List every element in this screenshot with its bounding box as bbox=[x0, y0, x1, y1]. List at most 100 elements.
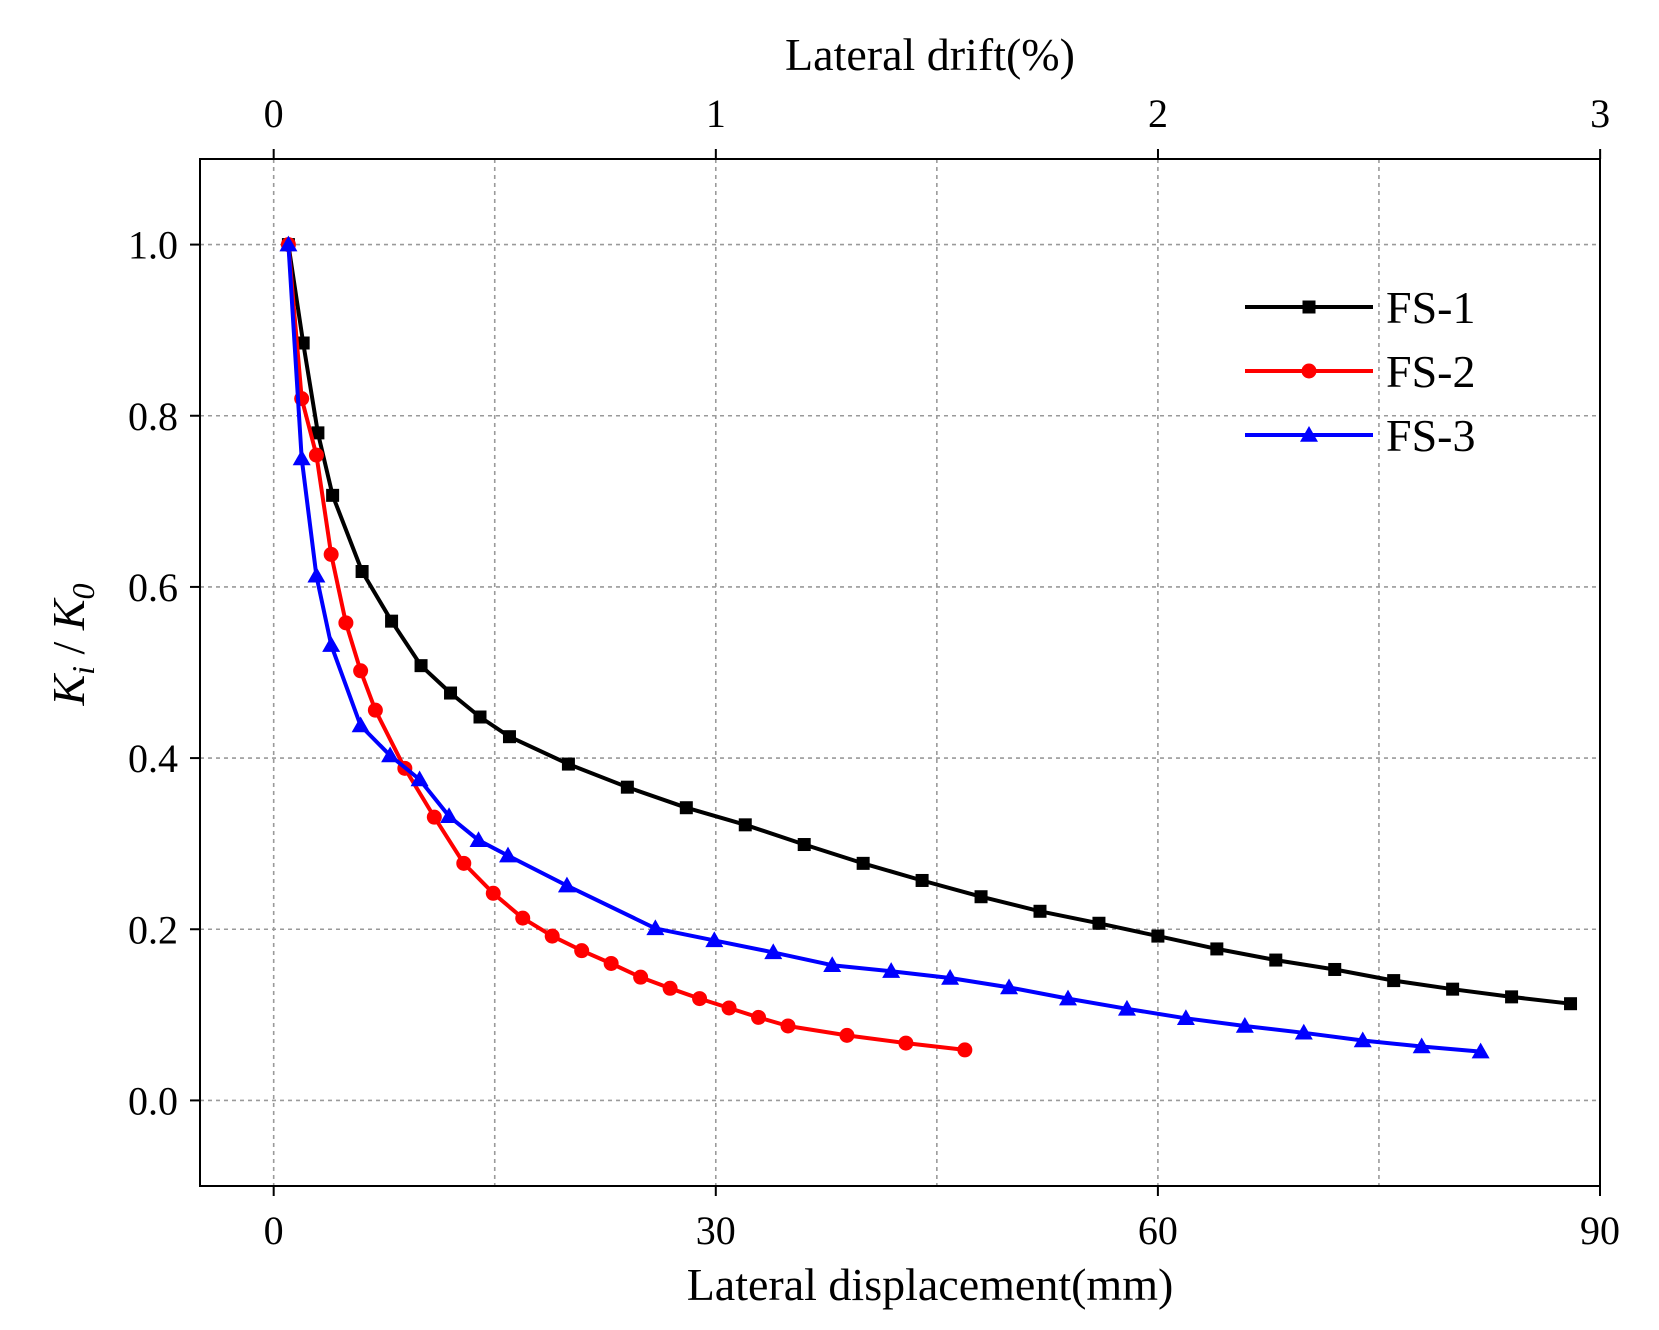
data-point bbox=[440, 807, 459, 824]
y-tick-label: 0.4 bbox=[128, 736, 178, 781]
x2-tick-label: 3 bbox=[1590, 91, 1610, 136]
data-point bbox=[499, 846, 517, 863]
data-point bbox=[322, 636, 341, 652]
series-line bbox=[286, 244, 1481, 1054]
y-title-sub-0: 0 bbox=[65, 583, 101, 599]
data-point bbox=[410, 770, 429, 787]
data-point bbox=[1235, 1016, 1254, 1033]
legend-label: FS-1 bbox=[1386, 282, 1475, 333]
data-point bbox=[633, 969, 649, 985]
data-point bbox=[1294, 1023, 1313, 1040]
data-point bbox=[544, 928, 560, 944]
data-point bbox=[957, 1042, 973, 1058]
data-point bbox=[823, 956, 842, 972]
x-tick-label: 30 bbox=[696, 1208, 736, 1253]
data-point bbox=[1564, 997, 1578, 1011]
data-point bbox=[323, 546, 339, 562]
legend-label: FS-3 bbox=[1386, 410, 1475, 461]
x2-tick-label: 0 bbox=[264, 91, 284, 136]
data-point bbox=[296, 336, 310, 350]
x-axis-title: Lateral displacement(mm) bbox=[687, 1259, 1174, 1310]
data-point bbox=[485, 885, 501, 901]
legend-marker bbox=[1302, 300, 1316, 314]
data-point bbox=[307, 566, 326, 583]
axis-ticks bbox=[190, 149, 1602, 1196]
data-point bbox=[1210, 942, 1224, 956]
data-point bbox=[355, 565, 369, 579]
data-point bbox=[780, 1018, 796, 1034]
data-point bbox=[414, 659, 428, 673]
data-point bbox=[444, 686, 458, 700]
series-fs-1 bbox=[281, 238, 1578, 1011]
data-point bbox=[797, 838, 811, 852]
data-point bbox=[1505, 990, 1519, 1004]
data-point bbox=[326, 488, 340, 502]
data-point bbox=[738, 818, 752, 832]
tick-labels: 0 30 60 90 0 1 2 3 0.0 0.2 0.4 0.6 0.8 1.0 bbox=[128, 91, 1620, 1253]
data-point bbox=[1269, 953, 1283, 967]
x2-tick-label: 1 bbox=[706, 91, 726, 136]
data-point bbox=[456, 855, 472, 871]
y-axis-title: Ki / K0 bbox=[43, 583, 101, 706]
series-line bbox=[286, 244, 1571, 1006]
series-group bbox=[279, 235, 1578, 1059]
data-point bbox=[620, 780, 634, 794]
series-fs-2 bbox=[280, 237, 973, 1058]
y-tick-label: 0.2 bbox=[128, 907, 178, 952]
data-point bbox=[662, 980, 678, 996]
data-point bbox=[692, 991, 708, 1007]
y-tick-label: 0.8 bbox=[128, 394, 178, 439]
y-tick-label: 1.0 bbox=[128, 223, 178, 268]
data-point bbox=[1176, 1009, 1195, 1026]
data-point bbox=[311, 426, 325, 440]
data-point bbox=[515, 910, 531, 926]
data-point bbox=[603, 955, 619, 971]
data-point bbox=[1412, 1037, 1431, 1054]
data-point bbox=[557, 876, 576, 893]
data-point bbox=[381, 746, 400, 763]
y-title-k2: K bbox=[43, 597, 94, 631]
data-point bbox=[502, 730, 516, 744]
y-title-sub-i: i bbox=[65, 666, 101, 675]
series-fs-3 bbox=[279, 235, 1490, 1059]
data-point bbox=[292, 449, 311, 466]
data-point bbox=[279, 235, 298, 252]
data-point bbox=[721, 1000, 737, 1016]
data-point bbox=[764, 943, 783, 960]
y-tick-label: 0.6 bbox=[128, 565, 178, 610]
x2-tick-label: 2 bbox=[1148, 91, 1168, 136]
data-point bbox=[1328, 962, 1342, 976]
data-point bbox=[679, 801, 693, 815]
data-point bbox=[308, 447, 324, 463]
data-point bbox=[367, 702, 383, 718]
y-title-sep: / bbox=[43, 630, 94, 666]
data-point bbox=[1446, 982, 1460, 996]
data-point bbox=[915, 873, 929, 887]
data-point bbox=[1387, 974, 1401, 988]
data-point bbox=[941, 969, 960, 985]
legend-item-fs-1: FS-1 bbox=[1245, 282, 1475, 333]
top-axis-title: Lateral drift(%) bbox=[785, 29, 1075, 80]
data-point bbox=[882, 962, 901, 978]
legend-marker bbox=[1300, 426, 1318, 442]
svg-text:Ki / K0: Ki / K0 bbox=[43, 583, 101, 706]
legend-item-fs-3: FS-3 bbox=[1245, 410, 1475, 461]
data-point bbox=[351, 716, 370, 733]
data-point bbox=[574, 943, 590, 959]
data-point bbox=[1033, 904, 1047, 918]
data-point bbox=[1353, 1031, 1372, 1048]
data-point bbox=[338, 615, 354, 631]
data-point bbox=[1471, 1042, 1490, 1059]
legend-item-fs-2: FS-2 bbox=[1245, 346, 1475, 397]
grid-lines bbox=[200, 159, 1600, 1186]
y-title-k: K bbox=[43, 673, 94, 707]
data-point bbox=[1059, 989, 1077, 1006]
data-point bbox=[561, 757, 575, 771]
data-point bbox=[473, 710, 487, 724]
data-point bbox=[385, 614, 399, 628]
plot-frame bbox=[199, 158, 1601, 1187]
x-tick-label: 90 bbox=[1580, 1208, 1620, 1253]
legend: FS-1 FS-2 FS-3 bbox=[1245, 282, 1475, 461]
legend-label: FS-2 bbox=[1386, 346, 1475, 397]
